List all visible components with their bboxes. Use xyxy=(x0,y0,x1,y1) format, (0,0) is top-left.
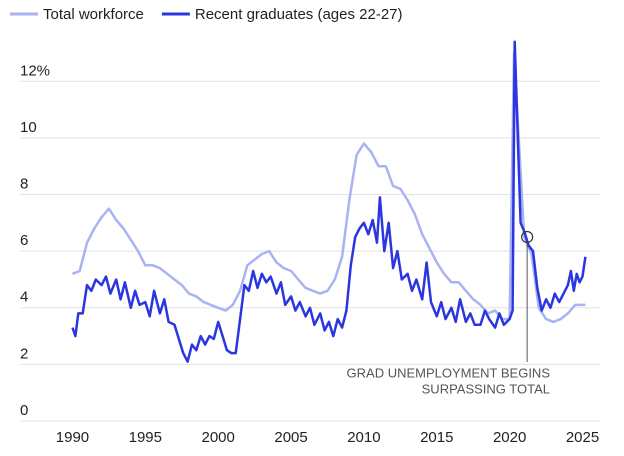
y-tick-label: 0 xyxy=(20,402,28,419)
y-tick-label: 10 xyxy=(20,119,37,136)
series-line xyxy=(72,51,586,324)
x-tick-label: 2015 xyxy=(420,429,453,446)
annotation-text: SURPASSING TOTAL xyxy=(422,381,550,396)
y-tick-label: 8 xyxy=(20,175,28,192)
legend-label: Recent graduates (ages 22-27) xyxy=(195,6,403,23)
x-tick-label: 2005 xyxy=(274,429,307,446)
x-tick-label: 1995 xyxy=(129,429,162,446)
y-tick-label: 12% xyxy=(20,62,50,79)
series-line xyxy=(71,40,587,363)
x-tick-label: 1990 xyxy=(56,429,89,446)
x-tick-label: 2025 xyxy=(566,429,599,446)
x-tick-label: 2000 xyxy=(202,429,235,446)
y-tick-label: 6 xyxy=(20,232,28,249)
y-tick-label: 2 xyxy=(20,345,28,362)
x-tick-label: 2010 xyxy=(347,429,380,446)
x-tick-label: 2020 xyxy=(493,429,526,446)
legend-label: Total workforce xyxy=(43,6,144,23)
y-tick-label: 4 xyxy=(20,289,28,306)
annotation-text: GRAD UNEMPLOYMENT BEGINS xyxy=(347,365,551,380)
